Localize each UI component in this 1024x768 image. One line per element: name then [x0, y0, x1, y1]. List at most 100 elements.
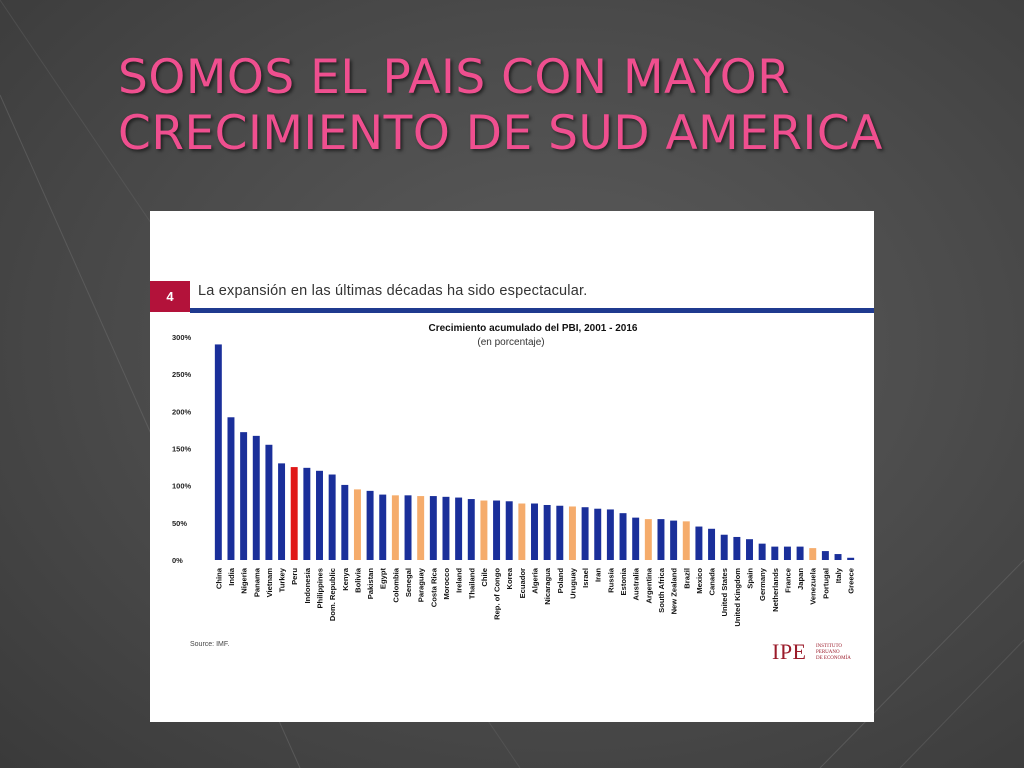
x-tick-label: India	[227, 567, 236, 585]
slide-title: SOMOS EL PAIS CON MAYOR CRECIMIENTO DE S…	[118, 50, 998, 162]
x-tick-label: United Kingdom	[733, 568, 742, 627]
x-tick-label: Canada	[708, 567, 717, 595]
chart-title: Crecimiento acumulado del PBI, 2001 - 20…	[429, 323, 638, 334]
bar-philippines	[316, 470, 323, 560]
bar-turkey	[278, 463, 286, 560]
gdp-growth-bar-chart: Crecimiento acumulado del PBI, 2001 - 20…	[172, 323, 856, 627]
x-tick-label: China	[214, 567, 223, 589]
figure-subtitle: La expansión en las últimas décadas ha s…	[198, 283, 588, 299]
x-tick-label: Rep. of Congo	[493, 568, 502, 620]
bar-australia	[632, 517, 640, 560]
bar-dom-republic	[328, 474, 336, 560]
bar-uruguay	[568, 506, 576, 560]
bar-indonesia	[303, 467, 311, 560]
bar-japan	[796, 546, 804, 560]
x-tick-label: Panama	[252, 567, 261, 597]
x-tick-label: Germany	[758, 567, 767, 601]
bar-kenya	[341, 484, 349, 560]
x-tick-label: Uruguay	[568, 567, 577, 599]
y-axis: 0% 50% 100% 150% 200% 250% 300%	[172, 333, 192, 565]
bar-mexico	[695, 526, 703, 560]
x-tick-label: Japan	[796, 568, 805, 590]
ipe-logo: IPE INSTITUTO PERUANO DE ECONOMÍA	[772, 639, 862, 669]
bar-paraguay	[417, 496, 425, 560]
bar-portugal	[821, 551, 829, 560]
x-tick-label: Argentina	[644, 567, 653, 603]
bar-new-zealand	[670, 520, 678, 560]
slide-title-line-2: CRECIMIENTO DE SUD AMERICA	[118, 106, 883, 161]
x-tick-label: Nicaragua	[543, 567, 552, 604]
x-tick-label: Netherlands	[771, 568, 780, 612]
x-axis-labels: China India Nigeria Panama Vietnam Turkey Peru…	[214, 567, 855, 626]
x-tick-label: Colombia	[391, 567, 400, 602]
x-tick-label: New Zealand	[670, 568, 679, 615]
x-tick-label: United States	[720, 568, 729, 617]
subtitle-accent-rule	[190, 308, 874, 313]
x-tick-label: Venezuela	[809, 567, 818, 604]
x-tick-label: Costa Rica	[429, 567, 438, 607]
x-tick-label: Vietnam	[265, 568, 274, 598]
bar-pakistan	[366, 490, 374, 560]
bar-estonia	[619, 513, 627, 560]
bar-ireland	[455, 497, 463, 560]
bar-united-kingdom	[733, 536, 741, 560]
ipe-logo-text: INSTITUTO PERUANO DE ECONOMÍA	[816, 644, 862, 662]
x-tick-label: Chile	[480, 568, 489, 587]
y-tick-label: 100%	[172, 482, 192, 491]
bar-bolivia	[353, 489, 361, 560]
x-tick-label: Ireland	[455, 568, 464, 593]
x-tick-label: Indonesia	[303, 567, 312, 603]
bar-venezuela	[809, 548, 817, 560]
bar-canada	[708, 528, 716, 560]
bar-italy	[834, 554, 842, 560]
bar-united-states	[720, 534, 728, 560]
x-tick-label: Russia	[606, 567, 615, 593]
x-tick-label: Ecuador	[518, 568, 527, 598]
bar-france	[783, 546, 791, 560]
bar-ecuador	[518, 503, 526, 560]
x-tick-label: Nigeria	[240, 567, 249, 594]
ipe-logo-mark: IPE	[772, 639, 807, 664]
x-tick-label: Iran	[594, 568, 603, 582]
x-tick-label: Australia	[632, 567, 641, 600]
bar-thailand	[467, 499, 475, 560]
bar-egypt	[379, 494, 387, 560]
bar-chile	[480, 500, 488, 560]
x-tick-label: Senegal	[404, 568, 413, 597]
x-tick-label: Estonia	[619, 567, 628, 595]
x-tick-label: Morocco	[442, 568, 451, 600]
x-tick-label: Turkey	[278, 567, 287, 592]
bar-brazil	[682, 521, 690, 560]
x-tick-label: Algeria	[531, 567, 540, 594]
x-tick-label: Mexico	[695, 568, 704, 594]
figure-card: 4 La expansión en las últimas décadas ha…	[150, 211, 874, 722]
bar-iran	[594, 508, 602, 560]
x-tick-label: South Africa	[657, 567, 666, 613]
bar-south-africa	[657, 519, 665, 560]
bar-nigeria	[240, 432, 248, 560]
bar-senegal	[404, 495, 412, 560]
source-note: Source: IMF.	[190, 641, 230, 648]
x-tick-label: Bolivia	[353, 567, 362, 593]
x-tick-label: Portugal	[821, 568, 830, 599]
y-tick-label: 200%	[172, 407, 192, 416]
x-tick-label: Italy	[834, 567, 843, 583]
slide-number-badge: 4	[150, 281, 190, 312]
bar-colombia	[391, 495, 399, 560]
bar-series	[214, 344, 855, 560]
x-tick-label: Israel	[581, 568, 590, 588]
bar-vietnam	[265, 444, 273, 560]
x-tick-label: Greece	[847, 568, 856, 594]
bar-argentina	[644, 519, 652, 560]
x-tick-label: Kenya	[341, 567, 350, 591]
bar-greece	[847, 557, 855, 560]
ipe-logo-line-3: DE ECONOMÍA	[816, 656, 851, 661]
bar-india	[227, 417, 235, 560]
bar-korea	[505, 501, 513, 560]
x-tick-label: Dom. Republic	[328, 568, 337, 621]
ipe-logo-line-2: PERUANO	[816, 650, 840, 655]
bar-panama	[252, 435, 260, 560]
x-tick-label: Philippines	[316, 568, 325, 609]
x-tick-label: Pakistan	[366, 568, 375, 600]
y-tick-label: 150%	[172, 445, 192, 454]
